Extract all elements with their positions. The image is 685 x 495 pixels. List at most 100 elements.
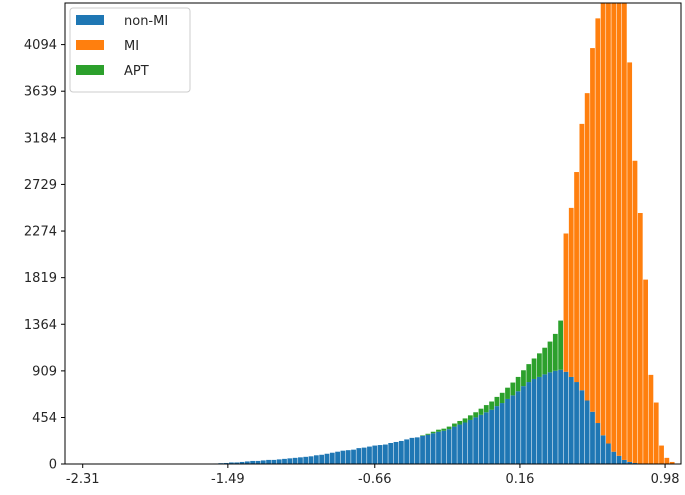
- bar-non-mi-8: [255, 460, 261, 464]
- bar-mi-17: [653, 402, 659, 464]
- bar-apt-12: [483, 405, 489, 413]
- legend-label-mi: MI: [124, 39, 139, 54]
- bar-non-mi-20: [319, 454, 325, 464]
- bar-apt-13: [489, 401, 494, 410]
- y-tick-label: 454: [32, 411, 57, 426]
- bar-non-mi-73: [600, 435, 606, 464]
- bar-mi-9: [611, 3, 617, 452]
- bar-non-mi-29: [367, 446, 372, 464]
- bar-non-mi-18: [308, 456, 314, 464]
- bar-mi-7: [600, 3, 606, 436]
- bar-non-mi-68: [574, 382, 579, 464]
- bar-non-mi-77: [621, 459, 627, 464]
- bar-non-mi-34: [393, 441, 399, 464]
- bar-non-mi-67: [568, 376, 574, 464]
- bar-non-mi-62: [542, 374, 548, 464]
- bar-apt-10: [473, 412, 479, 418]
- bar-non-mi-6: [244, 461, 250, 464]
- bar-non-mi-24: [340, 450, 346, 464]
- bar-non-mi-9: [260, 460, 266, 464]
- bar-non-mi-72: [595, 423, 601, 464]
- bar-non-mi-47: [462, 422, 468, 464]
- bar-apt-1: [425, 433, 431, 435]
- bar-mi-19: [664, 457, 670, 464]
- bar-non-mi-35: [398, 440, 404, 464]
- legend-swatch-mi: [76, 40, 104, 50]
- x-axis: -2.31 -1.49 -0.66 0.16 0.98: [66, 464, 680, 487]
- bar-non-mi-49: [473, 417, 479, 464]
- bar-non-mi-21: [324, 453, 330, 464]
- legend-swatch-apt: [76, 65, 104, 75]
- bar-non-mi-43: [441, 430, 447, 464]
- bar-non-mi-42: [436, 431, 441, 464]
- bar-non-mi-12: [276, 459, 282, 464]
- bar-apt-3: [436, 429, 441, 432]
- bar-non-mi-55: [505, 398, 510, 464]
- bar-non-mi-32: [383, 444, 388, 464]
- bar-apt-23: [542, 347, 548, 375]
- y-tick-label: 3184: [24, 131, 57, 146]
- bar-apt-24: [547, 341, 553, 373]
- bar-non-mi-61: [537, 376, 542, 464]
- bar-non-mi-60: [531, 378, 537, 464]
- bar-non-mi-27: [356, 448, 362, 464]
- bar-non-mi-36: [404, 439, 410, 464]
- y-tick-label: 1364: [24, 318, 57, 333]
- bar-non-mi-13: [282, 458, 287, 464]
- bar-non-mi-59: [526, 382, 532, 464]
- bar-apt-14: [494, 396, 500, 407]
- bar-mi-18: [659, 445, 664, 464]
- y-tick-label: 3639: [24, 85, 57, 100]
- x-tick-label: -2.31: [66, 472, 100, 487]
- bar-apt-16: [505, 387, 510, 399]
- bar-mi-0: [563, 233, 569, 372]
- y-tick-label: 0: [49, 458, 57, 473]
- bar-non-mi-33: [388, 442, 394, 464]
- bar-apt-21: [531, 358, 537, 379]
- bar-mi-8: [606, 3, 611, 444]
- bar-non-mi-15: [292, 457, 298, 464]
- bar-mi-3: [579, 123, 585, 391]
- bar-apt-6: [452, 423, 457, 427]
- bar-non-mi-10: [266, 459, 271, 464]
- bar-apt-15: [499, 392, 505, 404]
- bar-apt-7: [457, 420, 463, 425]
- bar-non-mi-26: [351, 449, 356, 464]
- bar-mi-15: [643, 279, 648, 464]
- bar-non-mi-44: [446, 429, 452, 464]
- bar-non-mi-4: [234, 462, 240, 464]
- bar-apt-20: [526, 364, 532, 383]
- bar-mi-2: [574, 172, 579, 383]
- bar-non-mi-70: [584, 400, 590, 464]
- bar-mi-20: [669, 461, 675, 464]
- bar-non-mi-28: [361, 447, 367, 464]
- bar-mi-11: [621, 3, 627, 460]
- bar-non-mi-39: [420, 435, 425, 464]
- bar-apt-25: [552, 333, 558, 371]
- bar-non-mi-11: [271, 459, 277, 464]
- bar-non-mi-48: [467, 419, 473, 464]
- bar-apt-2: [430, 431, 436, 434]
- bar-non-mi-46: [457, 424, 463, 464]
- bar-non-mi-45: [452, 426, 457, 464]
- bar-mi-6: [595, 18, 601, 424]
- bar-non-mi-56: [510, 395, 516, 464]
- y-axis: 0 454 909 1364 1819 2274 2729 3184 3639 4094: [24, 38, 65, 473]
- bar-mi-4: [584, 93, 590, 401]
- bar-mi-1: [568, 207, 574, 377]
- legend-label-non-mi: non-MI: [124, 14, 168, 29]
- bar-apt-5: [446, 426, 452, 430]
- bar-apt-22: [537, 353, 542, 377]
- bar-non-mi-19: [313, 455, 319, 464]
- bar-non-mi-5: [239, 461, 245, 464]
- bar-mi-12: [627, 62, 633, 462]
- bars-layer: [213, 3, 675, 464]
- x-tick-label: -1.49: [211, 472, 245, 487]
- bar-apt-17: [510, 382, 516, 396]
- axes-frame: [64, 2, 682, 465]
- y-tick-label: 4094: [24, 38, 57, 53]
- bar-mi-10: [616, 3, 622, 456]
- y-tick-label: 2729: [24, 178, 57, 193]
- bar-apt-0: [420, 435, 425, 436]
- y-tick-label: 2274: [24, 225, 57, 240]
